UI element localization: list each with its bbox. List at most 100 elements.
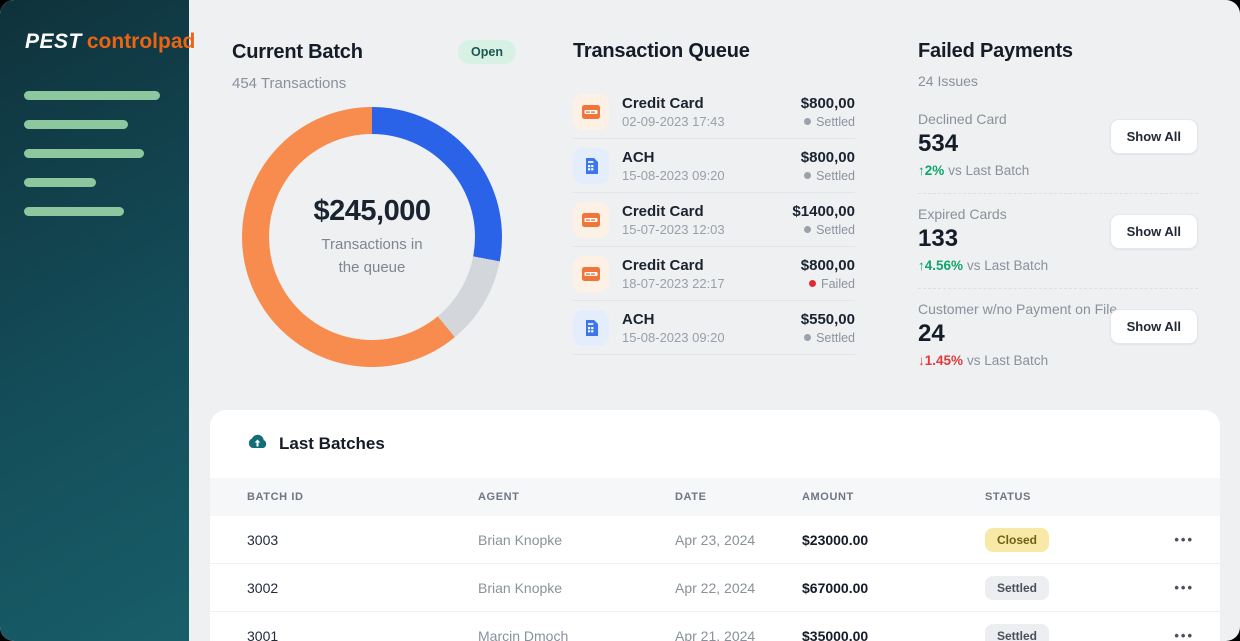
transaction-queue-section: Transaction Queue Credit Card 02-09-2023… [573, 40, 855, 355]
status-badge: Closed [985, 527, 1050, 552]
queue-item-status: Settled [816, 168, 855, 183]
table-row[interactable]: 3003 Brian Knopke Apr 23, 2024 $23000.00… [210, 516, 1220, 564]
brand-logo-primary: PEST [25, 30, 82, 53]
queue-item[interactable]: Credit Card 18-07-2023 22:17 $800,00 Fai… [573, 247, 855, 301]
col-header-amount: AMOUNT [802, 491, 854, 503]
col-header-status: STATUS [985, 491, 1031, 503]
cell-batch-id: 3002 [247, 579, 279, 596]
queue-item-amount: $550,00 [800, 310, 855, 328]
trend-indicator: ↑4.56% [918, 258, 964, 273]
status-badge: Settled [985, 623, 1050, 641]
ach-icon [573, 309, 609, 346]
cell-batch-id: 3001 [247, 627, 279, 641]
current-batch-section: Current Batch Open 454 Transactions [232, 40, 516, 92]
queue-item-type: ACH [622, 148, 655, 166]
stat-value: 133 [918, 225, 959, 252]
transaction-queue-title: Transaction Queue [573, 40, 750, 62]
current-batch-title: Current Batch [232, 40, 363, 63]
show-all-button[interactable]: Show All [1109, 214, 1198, 249]
queue-item-type: ACH [622, 310, 655, 328]
queue-item-status: Settled [816, 222, 855, 237]
status-dot [808, 280, 816, 287]
stat-value: 534 [918, 130, 959, 157]
table-row[interactable]: 3001 Marcin Dmoch Apr 21, 2024 $35000.00… [210, 612, 1220, 641]
queue-item[interactable]: ACH 15-08-2023 09:20 $550,00 Settled [573, 301, 855, 355]
col-header-agent: AGENT [478, 491, 520, 503]
cell-amount: $67000.00 [802, 579, 869, 596]
cell-batch-id: 3003 [247, 531, 279, 548]
sidebar-nav-item-5[interactable] [24, 207, 124, 216]
failed-stat-expired-cards: Expired Cards 133 ↑4.56% vs Last Batch Sh… [918, 193, 1198, 288]
queue-item-type: Credit Card [622, 202, 704, 220]
sidebar-nav [0, 91, 189, 216]
brand-logo-secondary: controlpad [86, 30, 196, 53]
credit-card-icon [573, 93, 609, 130]
failed-stat-no-payment: Customer w/no Payment on File 24 ↓1.45% v… [918, 288, 1198, 383]
last-batches-title: Last Batches [279, 434, 385, 453]
queue-item-datetime: 15-08-2023 09:20 [622, 167, 725, 183]
status-dot [804, 226, 812, 233]
credit-card-icon [573, 255, 609, 292]
table-row[interactable]: 3002 Brian Knopke Apr 22, 2024 $67000.00… [210, 564, 1220, 612]
stat-label: Customer w/no Payment on File [918, 301, 1118, 317]
sidebar-nav-item-1[interactable] [24, 91, 160, 100]
cell-date: Apr 21, 2024 [675, 627, 756, 641]
show-all-button[interactable]: Show All [1109, 119, 1198, 154]
sidebar: PEST controlpad [0, 0, 195, 641]
failed-stat-declined-card: Declined Card 534 ↑2% vs Last Batch Show … [918, 111, 1198, 193]
queue-item-datetime: 18-07-2023 22:17 [622, 275, 725, 291]
row-menu-icon[interactable]: ••• [1174, 628, 1194, 641]
queue-item-datetime: 02-09-2023 17:43 [622, 113, 725, 129]
cell-agent: Brian Knopke [478, 579, 563, 596]
sidebar-nav-item-3[interactable] [24, 149, 144, 158]
credit-card-icon [573, 201, 609, 238]
status-dot [804, 118, 812, 125]
col-header-batch-id: BATCH ID [247, 491, 304, 503]
status-dot [804, 172, 812, 179]
queue-item-amount: $800,00 [800, 94, 855, 112]
queue-item-amount: $1400,00 [792, 202, 855, 220]
queue-item[interactable]: Credit Card 15-07-2023 12:03 $1400,00 Se… [573, 193, 855, 247]
cell-amount: $23000.00 [802, 531, 869, 548]
queue-item-datetime: 15-07-2023 12:03 [622, 221, 725, 237]
last-batches-card: Last Batches BATCH ID AGENT DATE AMOUNT … [210, 410, 1220, 641]
row-menu-icon[interactable]: ••• [1174, 532, 1194, 547]
failed-payments-title: Failed Payments [918, 40, 1073, 62]
cell-date: Apr 23, 2024 [675, 531, 756, 548]
queue-item-type: Credit Card [622, 256, 704, 274]
donut-center-text: $245,000 Transactions in the queue [242, 107, 502, 367]
trend-suffix: vs Last Batch [967, 353, 1049, 368]
status-dot [804, 334, 812, 341]
queue-item-amount: $800,00 [800, 256, 855, 274]
queue-item-status: Settled [816, 330, 855, 345]
batches-table-header: BATCH ID AGENT DATE AMOUNT STATUS [210, 478, 1220, 516]
batch-transaction-count: 454 Transactions [232, 75, 347, 92]
queue-item[interactable]: Credit Card 02-09-2023 17:43 $800,00 Set… [573, 85, 855, 139]
col-header-date: DATE [675, 491, 707, 503]
cell-amount: $35000.00 [802, 627, 869, 641]
queue-item-status: Settled [816, 114, 855, 129]
brand-logo: PEST controlpad [0, 0, 195, 54]
trend-indicator: ↑2% [918, 163, 945, 178]
row-menu-icon[interactable]: ••• [1174, 580, 1194, 595]
queue-item-type: Credit Card [622, 94, 704, 112]
donut-total-value: $245,000 [313, 195, 431, 227]
trend-indicator: ↓1.45% [918, 353, 964, 368]
batch-donut-chart: $245,000 Transactions in the queue [242, 107, 502, 367]
sidebar-nav-item-2[interactable] [24, 120, 128, 129]
queue-item-status: Failed [820, 276, 855, 291]
cell-date: Apr 22, 2024 [675, 579, 756, 596]
stat-value: 24 [918, 320, 945, 347]
show-all-button[interactable]: Show All [1109, 309, 1198, 344]
stat-label: Expired Cards [918, 206, 1007, 222]
status-badge: Settled [985, 575, 1050, 600]
transaction-queue-list: Credit Card 02-09-2023 17:43 $800,00 Set… [573, 85, 855, 355]
stat-label: Declined Card [918, 111, 1007, 127]
donut-caption: Transactions in the queue [321, 236, 423, 276]
batch-status-badge: Open [458, 40, 516, 64]
cloud-upload-icon [247, 433, 268, 456]
sidebar-nav-item-4[interactable] [24, 178, 96, 187]
cell-agent: Marcin Dmoch [478, 627, 569, 641]
batch-donut [242, 107, 502, 367]
queue-item[interactable]: ACH 15-08-2023 09:20 $800,00 Settled [573, 139, 855, 193]
